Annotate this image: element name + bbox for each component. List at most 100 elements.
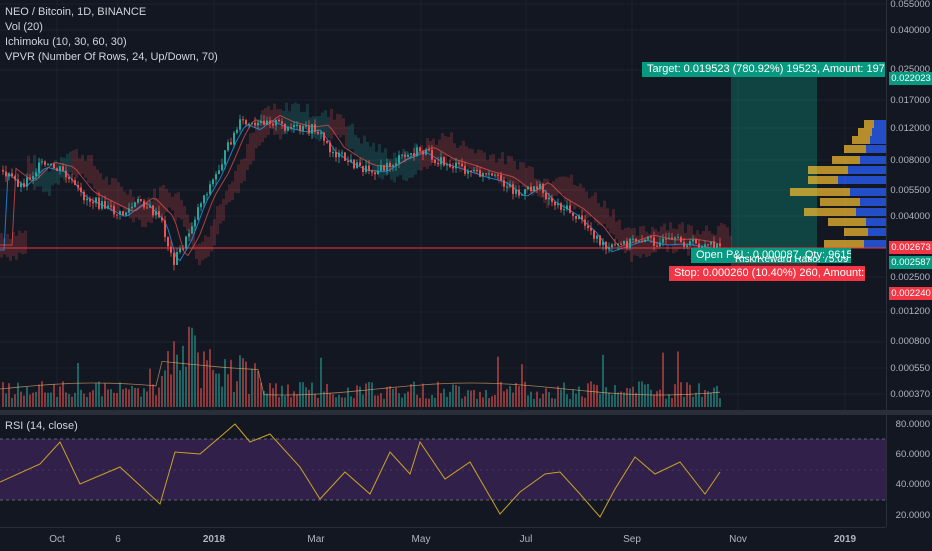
volume-bar — [176, 354, 178, 407]
cloud-segment — [54, 160, 57, 184]
candle-body — [227, 142, 229, 151]
cloud-segment — [669, 222, 672, 246]
candle-body — [170, 246, 172, 253]
volume-bar — [473, 389, 475, 407]
cloud-segment — [243, 158, 246, 181]
candle-body — [719, 243, 721, 247]
candle-body — [101, 201, 103, 209]
volume-bar — [77, 363, 79, 407]
volume-bar — [161, 376, 163, 407]
cloud-segment — [213, 219, 216, 246]
candle-body — [386, 163, 388, 171]
cloud-segment — [321, 112, 324, 137]
rsi-pane[interactable]: RSI (14, close) — [0, 415, 886, 527]
target-callout[interactable]: Target: 0.019523 (780.92%) 19523, Amount… — [642, 62, 885, 77]
price-chart-canvas[interactable] — [0, 0, 886, 410]
candle-body — [347, 160, 349, 162]
cloud-segment — [570, 174, 573, 206]
volume-bar — [221, 386, 223, 407]
pane-divider[interactable] — [0, 410, 932, 415]
candle-body — [20, 183, 22, 187]
cloud-segment — [294, 102, 297, 126]
vpvr-bar-down — [804, 208, 856, 216]
volume-bar — [470, 390, 472, 407]
volume-bar — [11, 397, 13, 407]
time-axis[interactable]: Oct 6 2018 Mar May Jul Sep Nov 2019 — [0, 527, 886, 551]
time-tick: Nov — [729, 534, 747, 545]
cloud-segment — [234, 170, 237, 193]
volume-bar — [218, 373, 220, 407]
volume-bar — [320, 357, 322, 407]
time-tick: May — [411, 534, 431, 545]
volume-bar — [182, 345, 184, 407]
entry-price-tag: 0.002673 — [889, 241, 932, 254]
vpvr-bar-down — [808, 176, 838, 184]
candle-body — [254, 122, 256, 126]
vpvr-bar-down — [858, 128, 872, 136]
candle-body — [185, 236, 187, 249]
volume-bar — [539, 398, 541, 407]
current-price-tag: 0.002587 — [889, 256, 932, 269]
candle-body — [320, 132, 322, 134]
volume-bar — [419, 397, 421, 407]
cloud-segment — [222, 198, 225, 221]
volume-bar — [467, 390, 469, 407]
candle-body — [161, 217, 163, 221]
volume-bar — [485, 389, 487, 407]
volume-bar — [167, 351, 169, 407]
cloud-segment — [117, 182, 120, 212]
rsi-tick: 60.0000 — [895, 449, 930, 460]
stop-callout[interactable]: Stop: 0.000260 (10.40%) 260, Amount: 750 — [669, 266, 865, 281]
volume-bar — [56, 396, 58, 407]
vpvr-bar-up — [838, 176, 886, 184]
volume-bar — [422, 383, 424, 407]
ichimoku-indicator-label[interactable]: Ichimoku (10, 30, 60, 30) — [5, 36, 127, 48]
rsi-legend[interactable]: RSI (14, close) — [5, 420, 78, 432]
cloud-segment — [477, 149, 480, 172]
candle-body — [575, 215, 577, 219]
main-chart-pane[interactable]: NEO / Bitcoin, 1D, BINANCE Vol (20) Ichi… — [0, 0, 886, 410]
volume-bar — [179, 370, 181, 407]
cloud-segment — [60, 157, 63, 178]
volume-bar — [461, 398, 463, 407]
vpvr-indicator-label[interactable]: VPVR (Number Of Rows, 24, Up/Down, 70) — [5, 51, 218, 63]
symbol-title[interactable]: NEO / Bitcoin, 1D, BINANCE — [5, 6, 147, 18]
candle-body — [344, 152, 346, 161]
cloud-segment — [123, 191, 126, 212]
volume-bar — [380, 393, 382, 407]
volume-bar — [74, 392, 76, 407]
candle-body — [488, 173, 490, 175]
vpvr-bar-up — [868, 228, 886, 236]
cloud-segment — [579, 183, 582, 209]
volume-bar — [362, 394, 364, 407]
cloud-segment — [105, 176, 108, 201]
candle-body — [653, 237, 655, 246]
volume-bar — [533, 398, 535, 407]
rsi-band — [0, 439, 886, 500]
candle-body — [152, 205, 154, 216]
volume-bar — [239, 355, 241, 407]
cloud-segment — [87, 154, 90, 183]
cloud-segment — [66, 153, 69, 179]
candle-body — [338, 152, 340, 158]
candle-body — [281, 121, 283, 124]
vol-indicator-label[interactable]: Vol (20) — [5, 21, 43, 33]
volume-bar — [440, 393, 442, 407]
price-axis[interactable]: 0.055000 0.040000 0.025000 0.017000 0.01… — [886, 0, 932, 410]
candle-body — [137, 199, 139, 203]
cloud-segment — [111, 177, 114, 212]
cloud-segment — [420, 145, 423, 171]
rsi-axis[interactable]: 80.0000 60.0000 40.0000 20.0000 — [886, 415, 932, 527]
candle-body — [251, 122, 253, 124]
open-pnl-callout[interactable]: Open P&L: 0.000087, Qty: 961538 — [691, 248, 851, 263]
candle-body — [11, 173, 13, 177]
rsi-tick: 20.0000 — [895, 510, 930, 521]
cloud-segment — [267, 105, 270, 136]
volume-bar — [668, 394, 670, 407]
candle-body — [191, 226, 193, 234]
cloud-segment — [717, 225, 720, 255]
rsi-canvas[interactable] — [0, 415, 886, 527]
candle-body — [419, 147, 421, 152]
vpvr-bar-up — [860, 198, 886, 206]
volume-bar — [23, 395, 25, 407]
